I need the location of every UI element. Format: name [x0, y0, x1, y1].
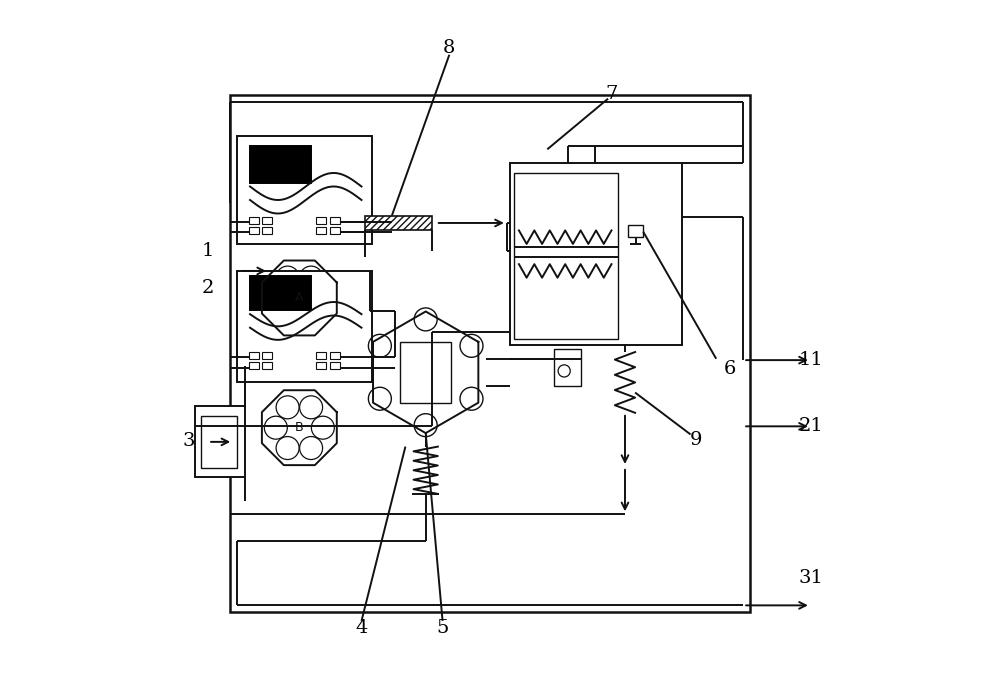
Text: 8: 8: [443, 39, 456, 57]
Bar: [249, 362, 259, 369]
Bar: [249, 227, 259, 234]
Text: 7: 7: [605, 85, 618, 103]
Bar: [514, 173, 618, 338]
Bar: [250, 146, 311, 183]
Bar: [316, 217, 326, 223]
Text: 1: 1: [202, 242, 214, 260]
Text: 9: 9: [690, 431, 702, 449]
Bar: [400, 342, 451, 403]
Text: B: B: [295, 421, 304, 434]
Bar: [249, 352, 259, 359]
Bar: [330, 352, 340, 359]
Bar: [262, 362, 272, 369]
Bar: [195, 406, 245, 477]
Text: 11: 11: [798, 351, 823, 369]
Bar: [262, 352, 272, 359]
Bar: [628, 225, 643, 237]
Bar: [249, 217, 259, 223]
Bar: [330, 362, 340, 369]
Bar: [316, 362, 326, 369]
Bar: [262, 227, 272, 234]
Text: 21: 21: [798, 417, 823, 435]
Text: 3: 3: [183, 432, 195, 450]
Text: 5: 5: [436, 619, 449, 636]
Bar: [510, 163, 682, 345]
Bar: [554, 349, 581, 386]
Bar: [237, 271, 372, 383]
Bar: [230, 95, 750, 612]
Text: A: A: [295, 292, 304, 305]
Bar: [201, 416, 237, 468]
Bar: [262, 217, 272, 223]
Bar: [237, 136, 372, 244]
Bar: [365, 215, 432, 230]
Text: 31: 31: [798, 569, 823, 588]
Text: 4: 4: [355, 619, 368, 636]
Bar: [330, 227, 340, 234]
Text: 6: 6: [724, 360, 736, 378]
Text: 2: 2: [202, 279, 214, 297]
Bar: [316, 352, 326, 359]
Bar: [250, 276, 311, 310]
Bar: [316, 227, 326, 234]
Bar: [330, 217, 340, 223]
